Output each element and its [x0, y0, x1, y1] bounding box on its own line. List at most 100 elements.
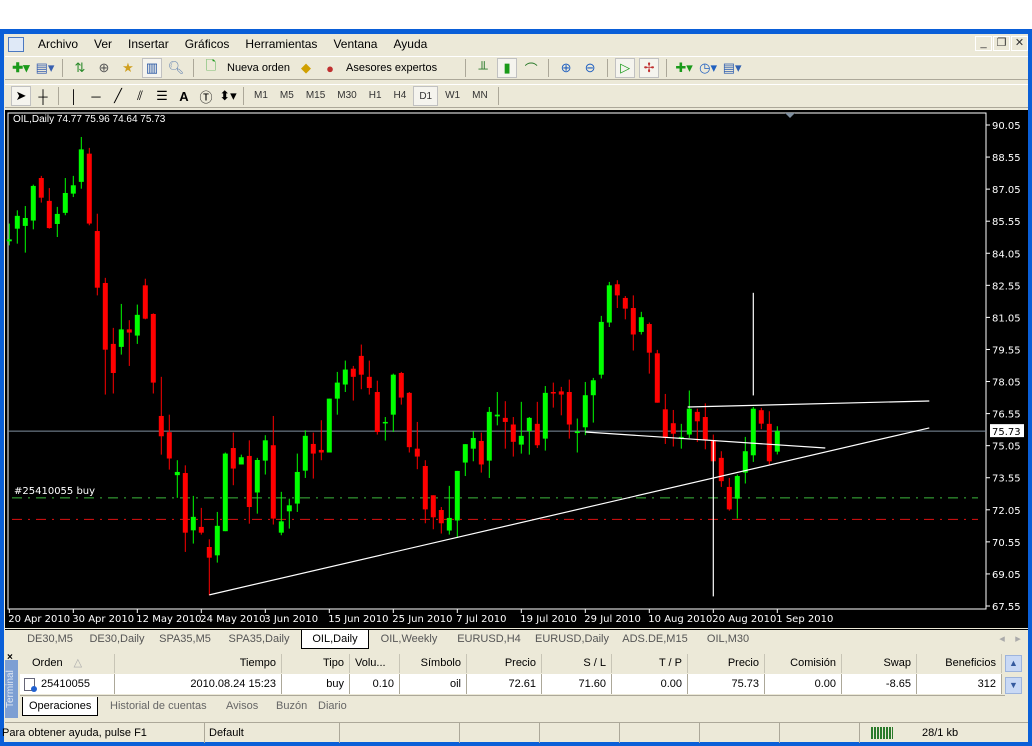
candlestick-icon[interactable]: ▮ [497, 58, 518, 78]
menu-herramientas[interactable]: Herramientas [245, 37, 318, 51]
close-button[interactable]: ✕ [1011, 36, 1028, 51]
timeframe-h4[interactable]: H4 [393, 90, 407, 101]
chart-tab[interactable]: DE30,M5 [27, 633, 73, 645]
market-watch-icon[interactable]: ⇅ [74, 60, 86, 75]
menu-archivo[interactable]: Archivo [38, 37, 79, 51]
chart-tab[interactable]: SPA35,M5 [159, 633, 211, 645]
bull-candle [54, 213, 60, 224]
chart-tab[interactable]: SPA35,Daily [228, 633, 290, 645]
timeframe-mn[interactable]: MN [472, 90, 488, 101]
timeframe-d1[interactable]: D1 [413, 86, 439, 106]
horizontal-line-icon[interactable]: ─ [91, 88, 101, 104]
chart-shift-icon[interactable]: ✢ [639, 58, 660, 78]
scroll-up-icon[interactable]: ▲ [1005, 655, 1022, 672]
timeframe-m1[interactable]: M1 [254, 90, 268, 101]
toolbar-separator [465, 59, 467, 77]
zoom-in-icon[interactable]: ⊕ [560, 60, 572, 75]
zoom-out-icon[interactable]: ⊖ [584, 60, 596, 75]
timeframe-m5[interactable]: M5 [279, 90, 294, 101]
bull-candle [774, 431, 780, 452]
timeframe-m15[interactable]: M15 [305, 90, 326, 101]
new-chart-icon[interactable]: ✚▾ [12, 60, 30, 75]
indicators-icon[interactable]: ✚▾ [675, 60, 693, 75]
tab-scroll-right-icon[interactable]: ▸ [1015, 633, 1021, 645]
terminal-tab-operaciones[interactable]: Operaciones [22, 697, 99, 716]
y-tick-label: 88.55 [992, 153, 1021, 164]
column-header-beneficios[interactable]: Beneficios [917, 654, 1002, 673]
cursor-icon[interactable]: ➤ [11, 86, 31, 106]
new-order-button[interactable]: Nueva orden [227, 62, 290, 74]
new-order-icon[interactable]: 🗋 [205, 58, 217, 73]
text-label-icon[interactable]: Ⓣ [199, 89, 213, 105]
profiles-icon[interactable]: ▤▾ [35, 60, 55, 75]
column-header-tp[interactable]: T / P [612, 654, 688, 673]
warning-icon[interactable]: ◆ [301, 60, 311, 75]
chart-window[interactable]: 90.05 88.55 87.05 85.55 84.05 82.55 81.05 79.55… [5, 110, 1028, 628]
column-header-tiempo[interactable]: Tiempo [115, 654, 282, 673]
chart-tab[interactable]: OIL,M30 [706, 633, 750, 645]
chart-tab[interactable]: OIL,Weekly [380, 633, 438, 645]
minimize-button[interactable]: _ [975, 36, 992, 51]
column-header-comision[interactable]: Comisión [765, 654, 842, 673]
restore-button[interactable]: ❐ [993, 36, 1010, 51]
bear-candle [366, 376, 372, 388]
menu-graficos[interactable]: Gráficos [184, 37, 230, 51]
navigator-icon[interactable]: ★ [122, 60, 134, 75]
scroll-down-icon[interactable]: ▼ [1005, 677, 1022, 694]
autoscroll-icon[interactable]: ▷ [615, 58, 636, 78]
menu-ventana[interactable]: Ventana [333, 37, 378, 51]
chart-tab-active[interactable]: OIL,Daily [301, 630, 369, 649]
crosshair-icon[interactable]: ┼ [38, 88, 48, 104]
timeframe-h1[interactable]: H1 [368, 90, 382, 101]
tab-scroll-left-icon[interactable]: ◂ [999, 633, 1005, 645]
column-header-sl[interactable]: S / L [542, 654, 612, 673]
trendline-icon[interactable]: ╱ [114, 88, 122, 103]
equidistant-channel-icon[interactable]: ⫽ [137, 88, 143, 103]
bear-candle [662, 409, 668, 438]
column-header-precio-actual[interactable]: Precio [688, 654, 765, 673]
menu-ver[interactable]: Ver [94, 37, 113, 51]
terminal-tab-buzon[interactable]: Buzón [276, 700, 308, 712]
menu-ayuda[interactable]: Ayuda [393, 37, 428, 51]
app-icon[interactable] [8, 36, 24, 52]
bull-candle [486, 411, 492, 461]
bear-candle [510, 424, 516, 442]
templates-icon[interactable]: ▤▾ [722, 60, 742, 75]
terminal-tab-historial[interactable]: Historial de cuentas [110, 700, 207, 712]
time-cell: 2010.08.24 15:23 [115, 674, 282, 694]
column-header-swap[interactable]: Swap [842, 654, 917, 673]
menu-insertar[interactable]: Insertar [128, 37, 169, 51]
chart-tab[interactable]: ADS.DE,M15 [622, 633, 688, 645]
terminal-icon[interactable]: ▥ [142, 58, 162, 78]
column-header-orden[interactable]: Orden △ [20, 654, 115, 673]
symbol-cell: oil [400, 674, 467, 694]
data-window-crosshair-icon[interactable]: ⊕ [98, 60, 110, 75]
y-tick-label: 87.05 [992, 185, 1021, 196]
column-header-volumen[interactable]: Volu... [350, 654, 400, 673]
terminal-tab-diario[interactable]: Diario [318, 700, 347, 712]
terminal-tab-avisos[interactable]: Avisos [226, 700, 259, 712]
chart-tab[interactable]: EURUSD,Daily [535, 633, 609, 645]
candlestick-chart[interactable]: 90.05 88.55 87.05 85.55 84.05 82.55 81.05 79.55… [5, 110, 1028, 628]
timeframe-w1[interactable]: W1 [445, 90, 461, 101]
status-profile[interactable]: Default [205, 723, 340, 743]
line-chart-icon[interactable]: ⌒ [524, 61, 538, 77]
column-header-tipo[interactable]: Tipo [282, 654, 350, 673]
vertical-line-icon[interactable]: │ [69, 88, 79, 104]
column-header-simbolo[interactable]: Símbolo [400, 654, 467, 673]
periods-clock-icon[interactable]: ◷▾ [699, 60, 718, 75]
text-icon[interactable]: A [179, 88, 189, 104]
chart-tab[interactable]: DE30,Daily [89, 633, 145, 645]
arrows-icon[interactable]: ⬍▾ [219, 88, 237, 103]
type-cell: buy [282, 674, 350, 694]
timeframe-m30[interactable]: M30 [337, 90, 357, 101]
fibonacci-icon[interactable]: ☰ [156, 88, 168, 103]
terminal-close-icon[interactable]: × [7, 652, 13, 663]
expert-advisors-icon[interactable]: ● [326, 60, 334, 76]
bar-chart-icon[interactable]: ╨ [478, 60, 488, 76]
chart-tab[interactable]: EURUSD,H4 [457, 633, 521, 645]
column-header-precio[interactable]: Precio [467, 654, 542, 673]
strategy-tester-icon[interactable]: 🔍︎ [167, 60, 185, 75]
y-tick-label: 72.05 [992, 506, 1021, 517]
expert-advisors-button[interactable]: Asesores expertos [346, 62, 438, 74]
